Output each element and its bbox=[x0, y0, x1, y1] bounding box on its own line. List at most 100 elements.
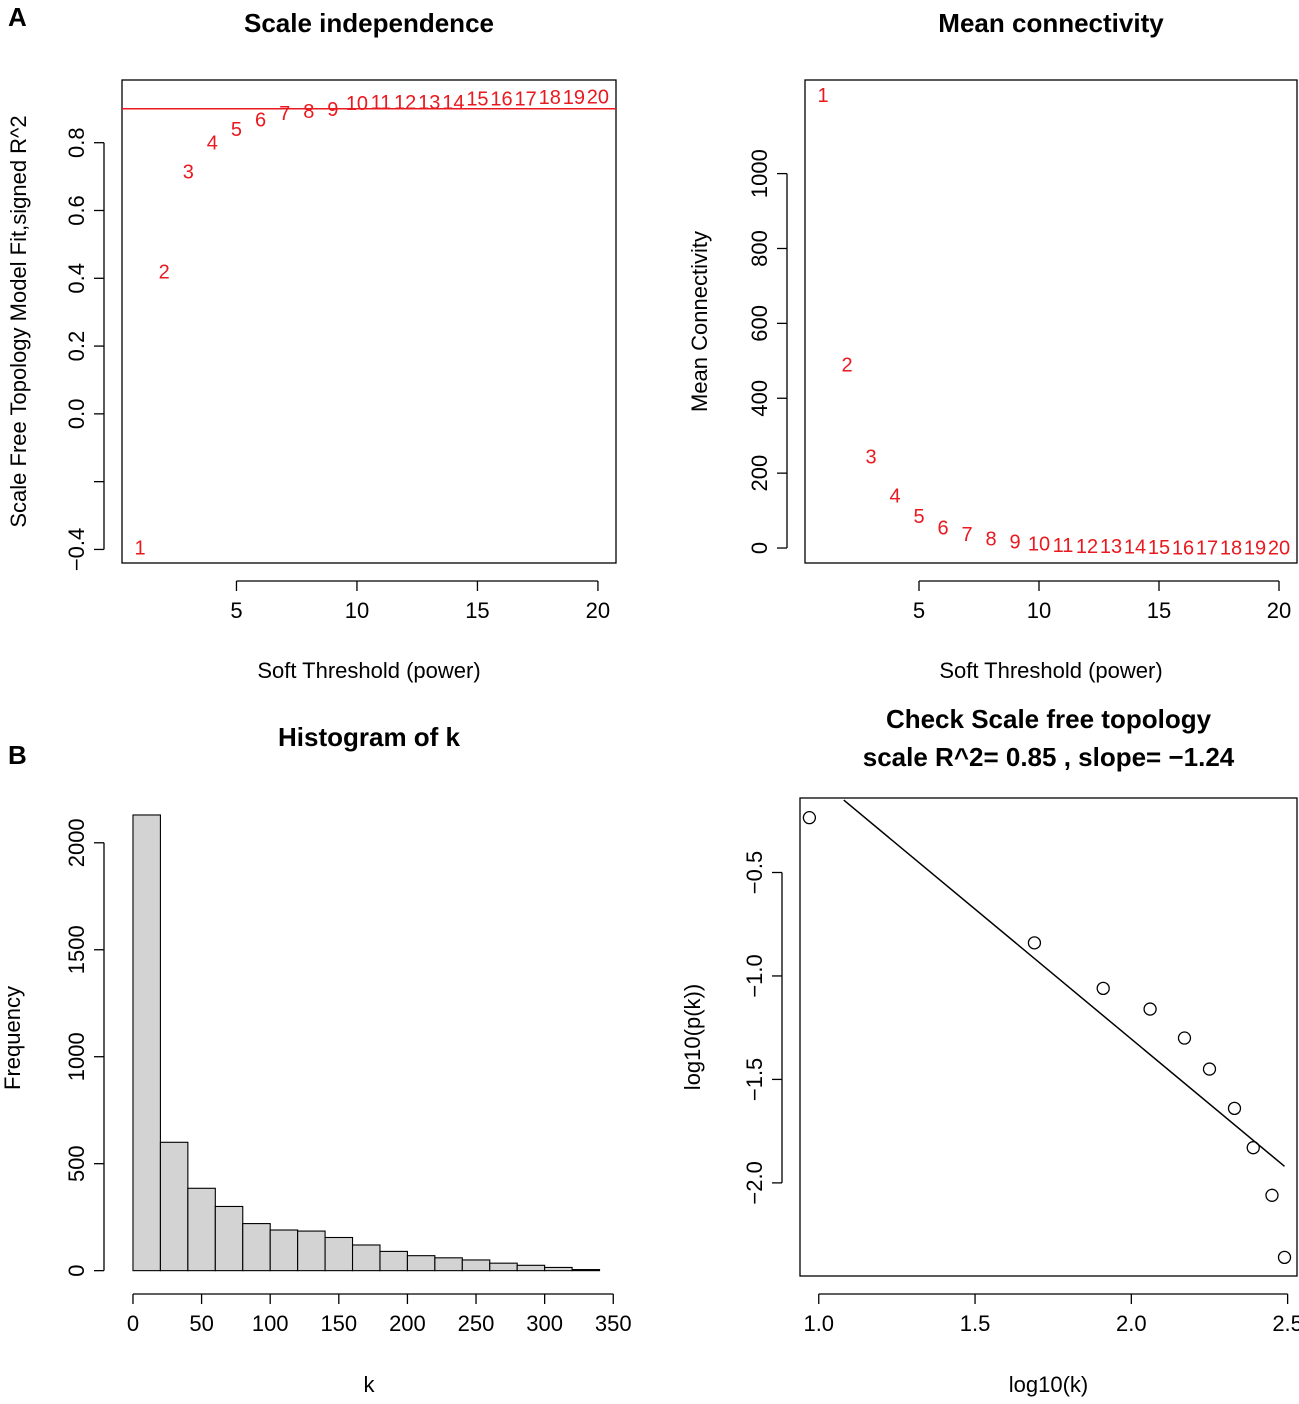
scale-independence-point-label: 1 bbox=[135, 538, 146, 560]
histogram-k-y-tick-label: 0 bbox=[64, 1265, 89, 1277]
mean-connectivity-point-label: 19 bbox=[1244, 538, 1266, 560]
mean-connectivity-point-label: 1 bbox=[817, 85, 828, 107]
scale-independence-y-tick-label: 0.0 bbox=[64, 399, 89, 430]
scale-independence-point-label: 3 bbox=[183, 162, 194, 184]
scale-free-check-x-tick-label: 2.5 bbox=[1272, 1311, 1299, 1336]
scale-free-check-y-axis-label: log10(p(k)) bbox=[680, 984, 705, 1090]
panel-label-b: B bbox=[8, 740, 27, 770]
mean-connectivity-y-axis-label: Mean Connectivity bbox=[687, 231, 712, 412]
mean-connectivity-x-tick-label: 20 bbox=[1267, 598, 1291, 623]
scale-independence-x-tick-label: 20 bbox=[586, 598, 610, 623]
histogram-k-bar bbox=[516, 1264, 546, 1272]
scale-free-check-data-point bbox=[1143, 1002, 1157, 1016]
scale-independence-point-label: 9 bbox=[327, 99, 338, 121]
scale-independence-point-label: 8 bbox=[303, 101, 314, 123]
panel-label-a: A bbox=[8, 2, 27, 32]
mean-connectivity-point-label: 2 bbox=[841, 355, 852, 377]
scale-independence-point-label: 15 bbox=[466, 89, 488, 111]
scale-independence-point-label: 14 bbox=[442, 92, 464, 114]
mean-connectivity-point-label: 17 bbox=[1196, 537, 1218, 559]
histogram-k-x-tick-label: 200 bbox=[389, 1311, 426, 1336]
mean-connectivity-point-label: 9 bbox=[1009, 532, 1020, 554]
scale-free-check-data-point bbox=[1277, 1250, 1292, 1265]
scale-independence-point-label: 16 bbox=[490, 89, 512, 111]
scale-independence-point-label: 5 bbox=[231, 119, 242, 141]
histogram-k-bar bbox=[159, 1141, 189, 1272]
scale-independence-title: Scale independence bbox=[244, 8, 494, 38]
scale-free-check-title: Check Scale free topology bbox=[886, 704, 1212, 734]
histogram-k-y-tick-label: 1000 bbox=[64, 1032, 89, 1081]
histogram-k-x-tick-label: 0 bbox=[127, 1311, 139, 1336]
histogram-k-title: Histogram of k bbox=[278, 722, 461, 752]
scale-independence-x-axis-label: Soft Threshold (power) bbox=[257, 658, 480, 683]
histogram-k-bar bbox=[434, 1257, 463, 1272]
histogram-k-bar bbox=[132, 814, 161, 1272]
mean-connectivity-point-label: 14 bbox=[1124, 537, 1146, 559]
scale-free-check-data-point bbox=[802, 811, 817, 825]
histogram-k-x-tick-label: 350 bbox=[595, 1311, 632, 1336]
scale-independence-y-tick-label: −0.4 bbox=[64, 528, 89, 571]
scale-independence-x-tick-label: 5 bbox=[230, 598, 242, 623]
mean-connectivity-point-label: 7 bbox=[961, 524, 972, 546]
mean-connectivity-x-tick-label: 10 bbox=[1027, 598, 1051, 623]
mean-connectivity-x-tick-label: 15 bbox=[1147, 598, 1171, 623]
scale-free-check-y-tick-label: −1.5 bbox=[742, 1058, 767, 1101]
scale-independence-point-label: 11 bbox=[371, 92, 392, 114]
histogram-k-bar bbox=[489, 1262, 518, 1272]
scale-free-check-data-point bbox=[1177, 1031, 1192, 1045]
scale-free-check-data-point bbox=[1202, 1062, 1217, 1076]
scale-independence-plot-frame bbox=[121, 79, 617, 564]
histogram-k-x-tick-label: 300 bbox=[526, 1311, 563, 1336]
histogram-k-bar bbox=[406, 1255, 436, 1272]
histogram-k-bar bbox=[297, 1230, 326, 1272]
scale-independence-point-label: 13 bbox=[418, 92, 440, 114]
mean-connectivity-y-tick-label: 0 bbox=[747, 542, 772, 554]
scale-independence-point-label: 4 bbox=[207, 133, 218, 155]
mean-connectivity-y-tick-label: 400 bbox=[747, 380, 772, 417]
scale-free-check-x-tick-label: 2.0 bbox=[1116, 1311, 1147, 1336]
scale-free-check-data-point bbox=[1227, 1101, 1242, 1116]
histogram-k-bar bbox=[461, 1259, 491, 1272]
histogram-k-bar bbox=[187, 1187, 216, 1272]
scale-independence-point-label: 6 bbox=[255, 110, 266, 132]
histogram-k-x-tick-label: 150 bbox=[320, 1311, 357, 1336]
mean-connectivity-point-label: 15 bbox=[1148, 537, 1170, 559]
mean-connectivity-y-tick-label: 1000 bbox=[747, 149, 772, 198]
mean-connectivity-point-label: 12 bbox=[1076, 536, 1098, 558]
scale-independence-point-label: 19 bbox=[563, 87, 585, 109]
scale-free-check-y-tick-label: −2.0 bbox=[742, 1161, 767, 1204]
scale-free-check-data-point bbox=[1096, 981, 1110, 996]
scale-free-check-subtitle: scale R^2= 0.85 , slope= −1.24 bbox=[863, 742, 1235, 772]
mean-connectivity-plot-frame bbox=[804, 79, 1298, 564]
scale-independence-y-axis-label: Scale Free Topology Model Fit,signed R^2 bbox=[6, 115, 31, 527]
scale-independence-y-tick-label: 0.6 bbox=[64, 195, 89, 226]
scale-free-check-data-point bbox=[1027, 936, 1042, 950]
mean-connectivity-y-tick-label: 200 bbox=[747, 455, 772, 492]
scale-independence-point-label: 2 bbox=[159, 262, 170, 284]
scale-free-check-data-point bbox=[1246, 1141, 1260, 1155]
scale-free-check-x-tick-label: 1.5 bbox=[960, 1311, 991, 1336]
mean-connectivity-point-label: 5 bbox=[913, 506, 924, 528]
scale-independence-point-label: 7 bbox=[279, 103, 290, 125]
mean-connectivity-point-label: 8 bbox=[985, 529, 996, 551]
scale-independence-point-label: 10 bbox=[346, 93, 368, 115]
histogram-k-bar bbox=[269, 1229, 299, 1272]
histogram-k-x-tick-label: 50 bbox=[189, 1311, 213, 1336]
histogram-k-bar bbox=[214, 1205, 244, 1272]
scale-free-check-plot-frame bbox=[799, 797, 1298, 1277]
scale-independence-x-tick-label: 10 bbox=[345, 598, 369, 623]
mean-connectivity-point-label: 4 bbox=[889, 486, 900, 508]
histogram-k-y-tick-label: 1500 bbox=[64, 925, 89, 974]
histogram-k-x-tick-label: 250 bbox=[458, 1311, 495, 1336]
scale-independence-point-label: 12 bbox=[394, 92, 416, 114]
mean-connectivity-y-tick-label: 600 bbox=[747, 305, 772, 342]
mean-connectivity-point-label: 6 bbox=[937, 517, 948, 539]
histogram-k-y-tick-label: 500 bbox=[64, 1145, 89, 1182]
scale-free-check-x-axis-label: log10(k) bbox=[1009, 1372, 1088, 1397]
histogram-k-y-tick-label: 2000 bbox=[64, 818, 89, 867]
scale-free-check-data-point bbox=[1265, 1188, 1279, 1202]
scale-independence-point-label: 17 bbox=[515, 89, 537, 111]
scale-independence-x-tick-label: 15 bbox=[465, 598, 489, 623]
